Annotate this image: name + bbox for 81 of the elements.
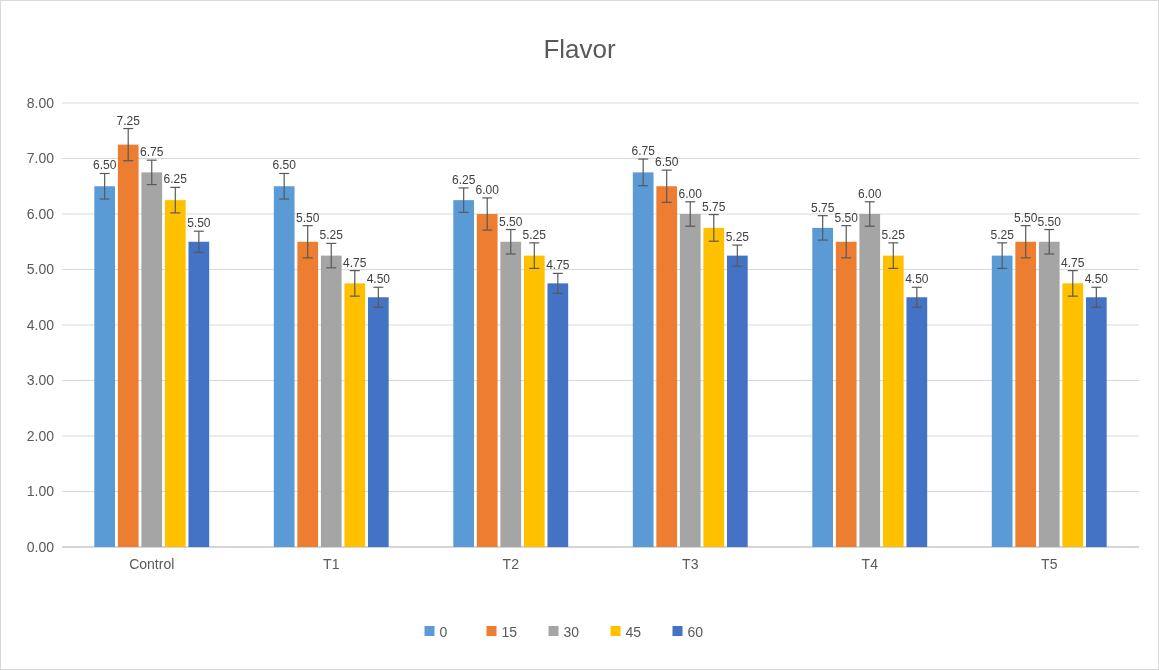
data-label: 6.50 bbox=[655, 155, 679, 170]
chart-title: Flavor bbox=[543, 34, 616, 64]
bar bbox=[679, 214, 701, 547]
y-tick-label: 5.00 bbox=[26, 261, 55, 278]
bar bbox=[726, 255, 748, 547]
bar bbox=[94, 186, 116, 547]
data-label: 5.75 bbox=[810, 200, 835, 215]
data-label: 6.50 bbox=[92, 158, 117, 173]
data-label: 5.25 bbox=[725, 230, 750, 245]
data-label: 4.50 bbox=[905, 272, 929, 287]
data-label: 6.50 bbox=[272, 158, 297, 173]
x-tick-label: T2 bbox=[502, 556, 520, 572]
data-label: 5.50 bbox=[1014, 210, 1038, 225]
legend-label: 0 bbox=[439, 623, 448, 640]
data-label: 6.75 bbox=[140, 145, 164, 160]
bar bbox=[882, 255, 904, 547]
bar bbox=[632, 172, 654, 547]
data-label: 5.25 bbox=[881, 227, 906, 242]
bar bbox=[188, 241, 210, 547]
data-label: 7.25 bbox=[116, 113, 141, 128]
bar bbox=[1062, 283, 1084, 547]
data-label: 4.75 bbox=[343, 255, 367, 270]
bar bbox=[164, 200, 186, 547]
bar bbox=[703, 227, 725, 547]
x-tick-label: T1 bbox=[323, 556, 340, 572]
bar bbox=[1085, 297, 1107, 547]
data-label: 4.50 bbox=[366, 272, 391, 287]
bar bbox=[117, 144, 139, 547]
data-label: 4.75 bbox=[1061, 255, 1085, 270]
y-tick-label: 2.00 bbox=[26, 427, 55, 444]
data-label: 4.50 bbox=[1084, 272, 1109, 287]
x-tick-label: Control bbox=[129, 556, 175, 572]
data-label: 4.75 bbox=[546, 258, 570, 273]
data-label: 5.50 bbox=[1037, 214, 1062, 229]
data-label: 6.75 bbox=[631, 144, 656, 159]
data-label: 6.00 bbox=[475, 182, 500, 197]
data-label: 5.50 bbox=[499, 214, 523, 229]
data-label: 6.00 bbox=[858, 186, 882, 201]
bar bbox=[141, 172, 163, 547]
data-label: 6.25 bbox=[451, 172, 476, 187]
legend-label: 45 bbox=[625, 623, 642, 640]
bar bbox=[523, 255, 545, 547]
data-label: 5.25 bbox=[522, 227, 547, 242]
bar bbox=[812, 227, 834, 547]
bar bbox=[273, 186, 295, 547]
bar bbox=[859, 214, 881, 547]
bar bbox=[547, 283, 569, 547]
y-tick-label: 7.00 bbox=[26, 150, 55, 167]
x-tick-label: T3 bbox=[682, 556, 699, 572]
y-tick-label: 6.00 bbox=[26, 205, 55, 222]
legend-label: 15 bbox=[501, 623, 518, 640]
data-label: 5.50 bbox=[834, 210, 859, 225]
data-label: 5.25 bbox=[319, 228, 344, 243]
data-label: 6.25 bbox=[163, 172, 188, 187]
bar bbox=[1038, 241, 1060, 547]
bar bbox=[344, 283, 366, 547]
bar bbox=[367, 297, 389, 547]
legend-label: 60 bbox=[687, 623, 704, 640]
bar bbox=[835, 241, 857, 547]
legend-label: 30 bbox=[563, 623, 580, 640]
bar bbox=[500, 241, 522, 547]
bar bbox=[476, 214, 498, 547]
y-tick-label: 4.00 bbox=[26, 316, 55, 333]
data-label: 6.00 bbox=[678, 186, 703, 201]
y-tick-label: 1.00 bbox=[26, 483, 55, 500]
data-label: 5.75 bbox=[702, 199, 726, 214]
y-tick-label: 3.00 bbox=[26, 372, 55, 389]
y-tick-label: 8.00 bbox=[26, 94, 55, 111]
x-tick-label: T5 bbox=[1041, 556, 1058, 572]
bar bbox=[453, 200, 475, 547]
bar bbox=[656, 186, 678, 547]
data-label: 5.50 bbox=[296, 210, 320, 225]
bar bbox=[320, 255, 342, 547]
bar bbox=[1015, 241, 1037, 547]
bar bbox=[991, 255, 1013, 547]
data-label: 5.25 bbox=[990, 227, 1015, 242]
bar bbox=[906, 297, 928, 547]
data-label: 5.50 bbox=[187, 216, 211, 231]
y-tick-label: 0.00 bbox=[26, 538, 55, 555]
bar bbox=[297, 241, 319, 547]
x-tick-label: T4 bbox=[861, 556, 879, 572]
